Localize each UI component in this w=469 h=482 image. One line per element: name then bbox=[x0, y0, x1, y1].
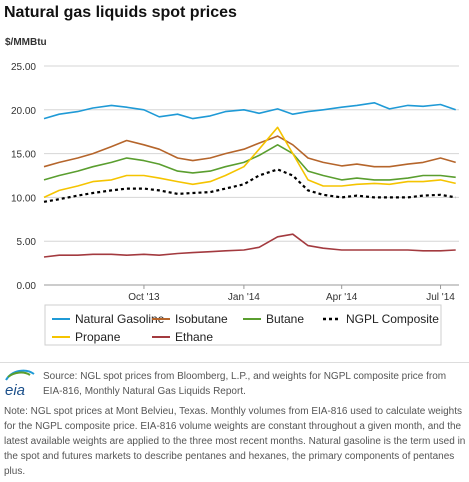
legend-label: Butane bbox=[266, 312, 304, 326]
y-axis-unit-label: $/MMBtu bbox=[5, 37, 47, 48]
y-tick-label: 15.00 bbox=[11, 150, 36, 161]
y-tick-label: 0.00 bbox=[17, 281, 37, 292]
series-line-isobutane bbox=[43, 135, 456, 168]
x-tick-label: Jan '14 bbox=[228, 292, 260, 303]
eia-logo: eia bbox=[5, 369, 35, 398]
legend-label: Isobutane bbox=[175, 312, 228, 326]
series-line-propane bbox=[43, 126, 456, 199]
source-text: Source: NGL spot prices from Bloomberg, … bbox=[43, 371, 447, 397]
x-tick-label: Oct '13 bbox=[128, 292, 160, 303]
x-tick-label: Jul '14 bbox=[426, 292, 455, 303]
legend-label: Ethane bbox=[175, 330, 213, 344]
series-line-natural-gasoline bbox=[43, 102, 456, 120]
note-text: Note: NGL spot prices at Mont Belvieu, T… bbox=[4, 406, 466, 477]
chart: $/MMBtu 0.00 5.00 10.00 15.00 20.00 25.00 Oct… bbox=[5, 37, 459, 346]
legend-box bbox=[44, 304, 442, 346]
y-tick-label: 5.00 bbox=[17, 237, 37, 248]
legend-label: Natural Gasoline bbox=[75, 312, 165, 326]
source-divider bbox=[0, 362, 469, 363]
series-line-ngpl-composite bbox=[43, 168, 456, 203]
legend-label: Propane bbox=[75, 330, 121, 344]
series-line-butane bbox=[43, 144, 456, 181]
x-tick-label: Apr '14 bbox=[326, 292, 358, 303]
series-line-ethane bbox=[43, 233, 456, 258]
eia-logo-text: eia bbox=[5, 382, 25, 398]
y-tick-label: 20.00 bbox=[11, 106, 36, 117]
y-tick-label: 25.00 bbox=[11, 62, 36, 73]
chart-title: Natural gas liquids spot prices bbox=[4, 4, 237, 21]
legend-label: NGPL Composite bbox=[346, 312, 439, 326]
y-tick-label: 10.00 bbox=[11, 193, 36, 204]
